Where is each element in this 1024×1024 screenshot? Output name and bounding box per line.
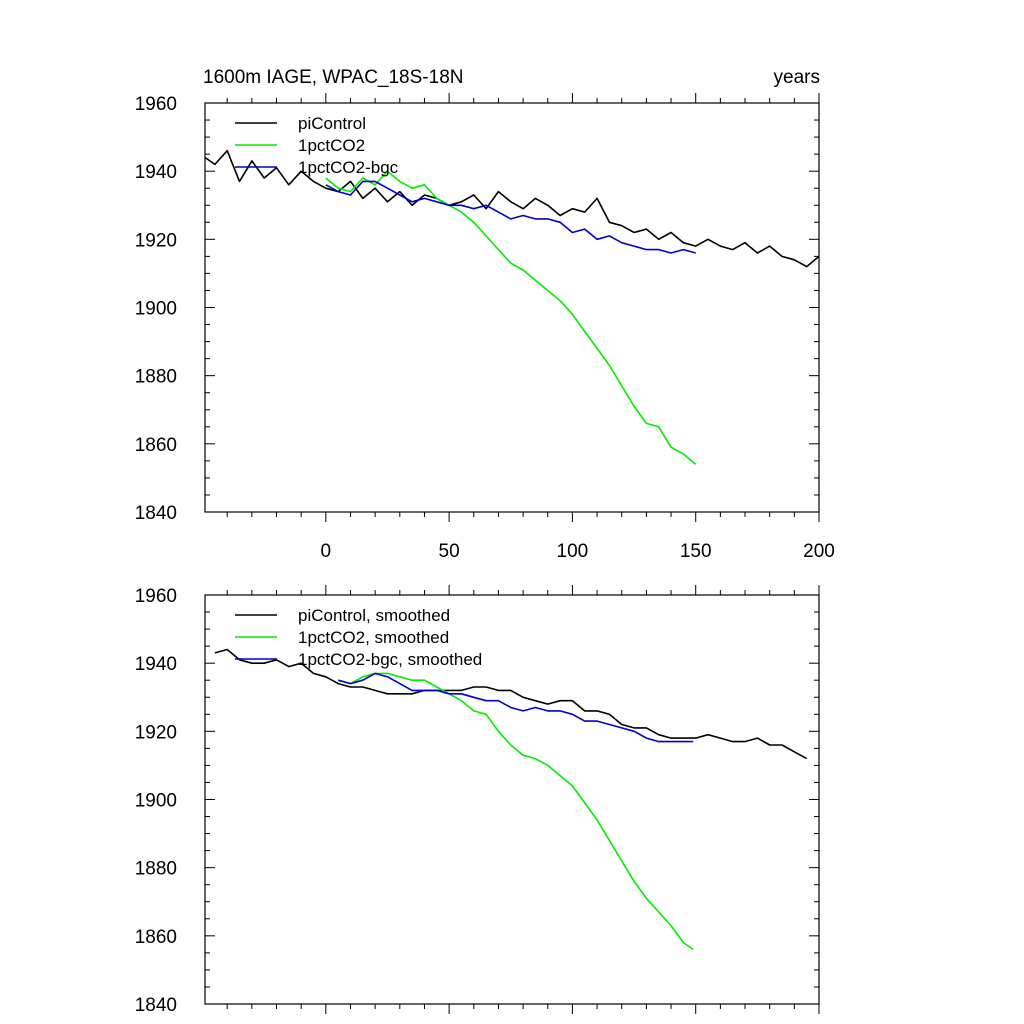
series-group (204, 149, 820, 465)
x-tick-label: 200 (803, 541, 835, 562)
x-tick-label: 150 (680, 541, 712, 562)
series-line-1pctco2-bgc-smoothed (337, 672, 694, 743)
y-tick-label: 1880 (135, 859, 177, 880)
y-tick-label: 1920 (135, 230, 177, 251)
y-tick-label: 1960 (135, 586, 177, 607)
y-tick-label: 1860 (135, 435, 177, 456)
x-tick-label: 0 (321, 541, 332, 562)
chart-title: 1600m IAGE, WPAC_18S-18N (203, 67, 463, 88)
series-line-picontrol-smoothed (214, 648, 808, 760)
y-tick-label: 1960 (135, 94, 177, 115)
y-tick-label: 1860 (135, 927, 177, 948)
y-tick-label: 1840 (135, 995, 177, 1016)
y-tick-label: 1940 (135, 162, 177, 183)
legend-label: piControl, smoothed (298, 606, 450, 625)
y-tick-label: 1940 (135, 654, 177, 675)
legend-label: 1pctCO2 (298, 136, 365, 155)
x-tick-label: 50 (439, 541, 460, 562)
legend-label: piControl (298, 114, 366, 133)
series-line-1pctco2-bgc (325, 180, 696, 254)
y-tick-label: 1840 (135, 503, 177, 524)
legend-label: 1pctCO2-bgc, smoothed (298, 650, 482, 669)
series-line-picontrol (204, 149, 820, 268)
series-group (214, 648, 808, 951)
top-panel: 1600m IAGE, WPAC_18S-18N years 184018601… (135, 67, 835, 562)
series-line-1pctco2 (325, 170, 697, 465)
y-tick-label: 1900 (135, 791, 177, 812)
y-tick-label: 1900 (135, 299, 177, 320)
x-tick-label: 100 (557, 541, 589, 562)
legend: piControl 1pctCO2 1pctCO2-bgc (235, 114, 399, 177)
tick-group: 1840 1860 1880 1900 1920 1940 1960 (135, 585, 820, 1016)
y-tick-label: 1920 (135, 722, 177, 743)
y-tick-label: 1880 (135, 367, 177, 388)
bottom-panel: 1840 1860 1880 1900 1920 1940 1960 piControl, … (135, 585, 820, 1016)
legend-label: 1pctCO2-bgc (298, 158, 399, 177)
chart-title-right: years (774, 67, 820, 88)
tick-group: 1840 1860 1880 1900 1920 1940 1960 0 50 100 150 200 (135, 93, 835, 562)
legend-label: 1pctCO2, smoothed (298, 628, 449, 647)
series-line-1pctco2-smoothed (337, 672, 694, 951)
legend: piControl, smoothed 1pctCO2, smoothed 1pct… (235, 606, 482, 669)
